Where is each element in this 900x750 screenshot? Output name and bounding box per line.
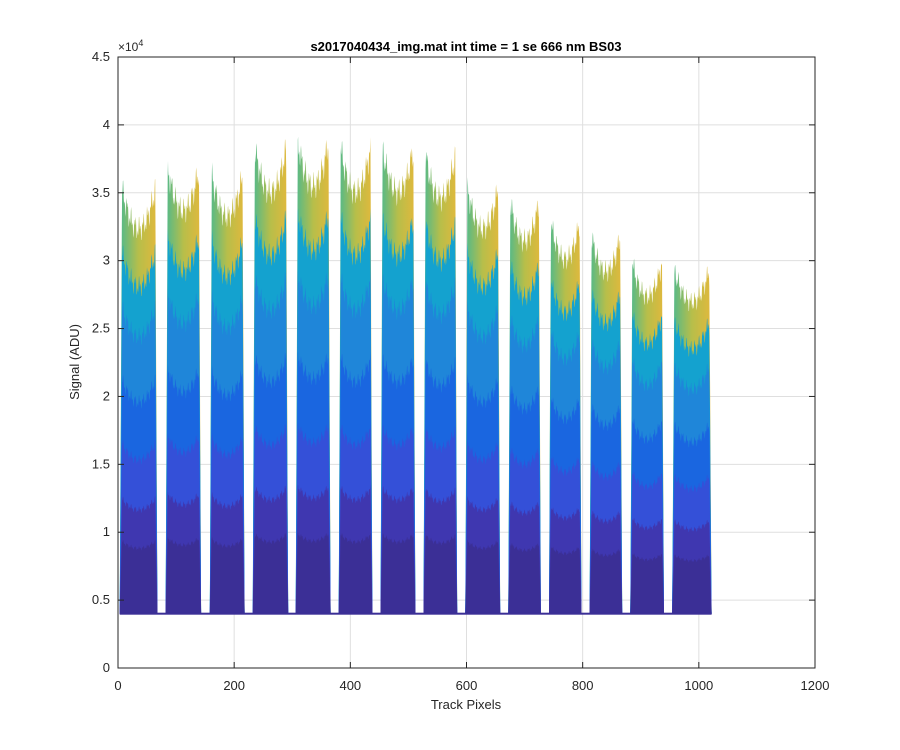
track-7 — [380, 141, 416, 614]
x-tick-label: 1000 — [684, 678, 713, 693]
track-10-layer-1 — [508, 543, 541, 614]
track-14-layer-1 — [672, 554, 712, 614]
track-1-layer-1 — [119, 539, 158, 614]
track-4-layer-1 — [252, 533, 289, 614]
track-10 — [508, 199, 541, 614]
x-tick-label: 800 — [572, 678, 594, 693]
plot-area — [119, 136, 712, 615]
track-1 — [119, 179, 158, 614]
y-tick-label: 2.5 — [92, 321, 110, 336]
y-tick-label: 3.5 — [92, 185, 110, 200]
x-tick-label: 400 — [339, 678, 361, 693]
y-axis-label: Signal (ADU) — [67, 324, 82, 400]
track-8-layer-1 — [423, 534, 458, 614]
track-2 — [165, 161, 202, 614]
x-tick-label: 600 — [456, 678, 478, 693]
track-9-layer-1 — [465, 539, 501, 614]
track-2-layer-1 — [165, 536, 202, 614]
baseline-strip — [119, 612, 712, 615]
track-6-layer-1 — [338, 532, 373, 614]
track-4 — [252, 139, 289, 614]
y-axis-exponent-base: ×10 — [118, 40, 139, 54]
track-3-layer-1 — [209, 536, 245, 614]
y-axis-exponent: ×104 — [118, 38, 143, 54]
track-12 — [589, 232, 623, 614]
tick-marks — [117, 56, 816, 669]
y-tick-label: 2 — [103, 388, 110, 403]
y-tick-labels: 0 0.5 1 1.5 2 2.5 3 3.5 4 4.5 — [92, 49, 110, 675]
y-tick-label: 3 — [103, 253, 110, 268]
y-tick-label: 1 — [103, 524, 110, 539]
track-11 — [549, 220, 582, 614]
track-14 — [672, 265, 712, 614]
track-5-layer-1 — [295, 532, 331, 614]
chart-title: s2017040434_img.mat int time = 1 se 666 … — [310, 39, 621, 54]
track-11-layer-1 — [549, 546, 582, 614]
track-13 — [630, 258, 664, 614]
track-5 — [295, 136, 331, 614]
x-axis-label: Track Pixels — [431, 697, 502, 712]
track-7-layer-1 — [380, 533, 416, 614]
track-6 — [338, 137, 373, 614]
track-8 — [423, 146, 458, 614]
track-13-layer-1 — [630, 553, 664, 614]
track-3 — [209, 162, 245, 614]
y-axis-exponent-power: 4 — [138, 38, 143, 48]
x-tick-label: 0 — [114, 678, 121, 693]
y-tick-label: 0.5 — [92, 592, 110, 607]
y-tick-label: 1.5 — [92, 456, 110, 471]
track-9 — [465, 177, 501, 614]
y-tick-label: 4 — [103, 117, 110, 132]
x-tick-labels: 0 200 400 600 800 1000 1200 — [114, 678, 829, 693]
x-tick-label: 200 — [223, 678, 245, 693]
x-tick-label: 1200 — [801, 678, 830, 693]
y-tick-label: 0 — [103, 660, 110, 675]
y-tick-label: 4.5 — [92, 49, 110, 64]
track-12-layer-1 — [589, 548, 623, 614]
